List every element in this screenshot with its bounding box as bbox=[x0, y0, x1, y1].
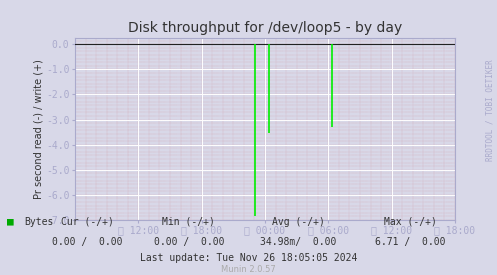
Text: 34.98m/  0.00: 34.98m/ 0.00 bbox=[260, 238, 336, 248]
Text: Min (-/+): Min (-/+) bbox=[163, 217, 215, 227]
Text: RRDTOOL / TOBI OETIKER: RRDTOOL / TOBI OETIKER bbox=[486, 59, 495, 161]
Text: Avg (-/+): Avg (-/+) bbox=[272, 217, 325, 227]
Text: 0.00 /  0.00: 0.00 / 0.00 bbox=[52, 238, 122, 248]
Text: 6.71 /  0.00: 6.71 / 0.00 bbox=[375, 238, 445, 248]
Title: Disk throughput for /dev/loop5 - by day: Disk throughput for /dev/loop5 - by day bbox=[128, 21, 402, 35]
Text: Max (-/+): Max (-/+) bbox=[384, 217, 436, 227]
Text: ■: ■ bbox=[7, 217, 14, 227]
Text: Munin 2.0.57: Munin 2.0.57 bbox=[221, 265, 276, 274]
Text: 0.00 /  0.00: 0.00 / 0.00 bbox=[154, 238, 224, 248]
Text: Last update: Tue Nov 26 18:05:05 2024: Last update: Tue Nov 26 18:05:05 2024 bbox=[140, 253, 357, 263]
Text: Cur (-/+): Cur (-/+) bbox=[61, 217, 113, 227]
Y-axis label: Pr second read (-) / write (+): Pr second read (-) / write (+) bbox=[33, 59, 43, 199]
Text: Bytes: Bytes bbox=[24, 217, 53, 227]
